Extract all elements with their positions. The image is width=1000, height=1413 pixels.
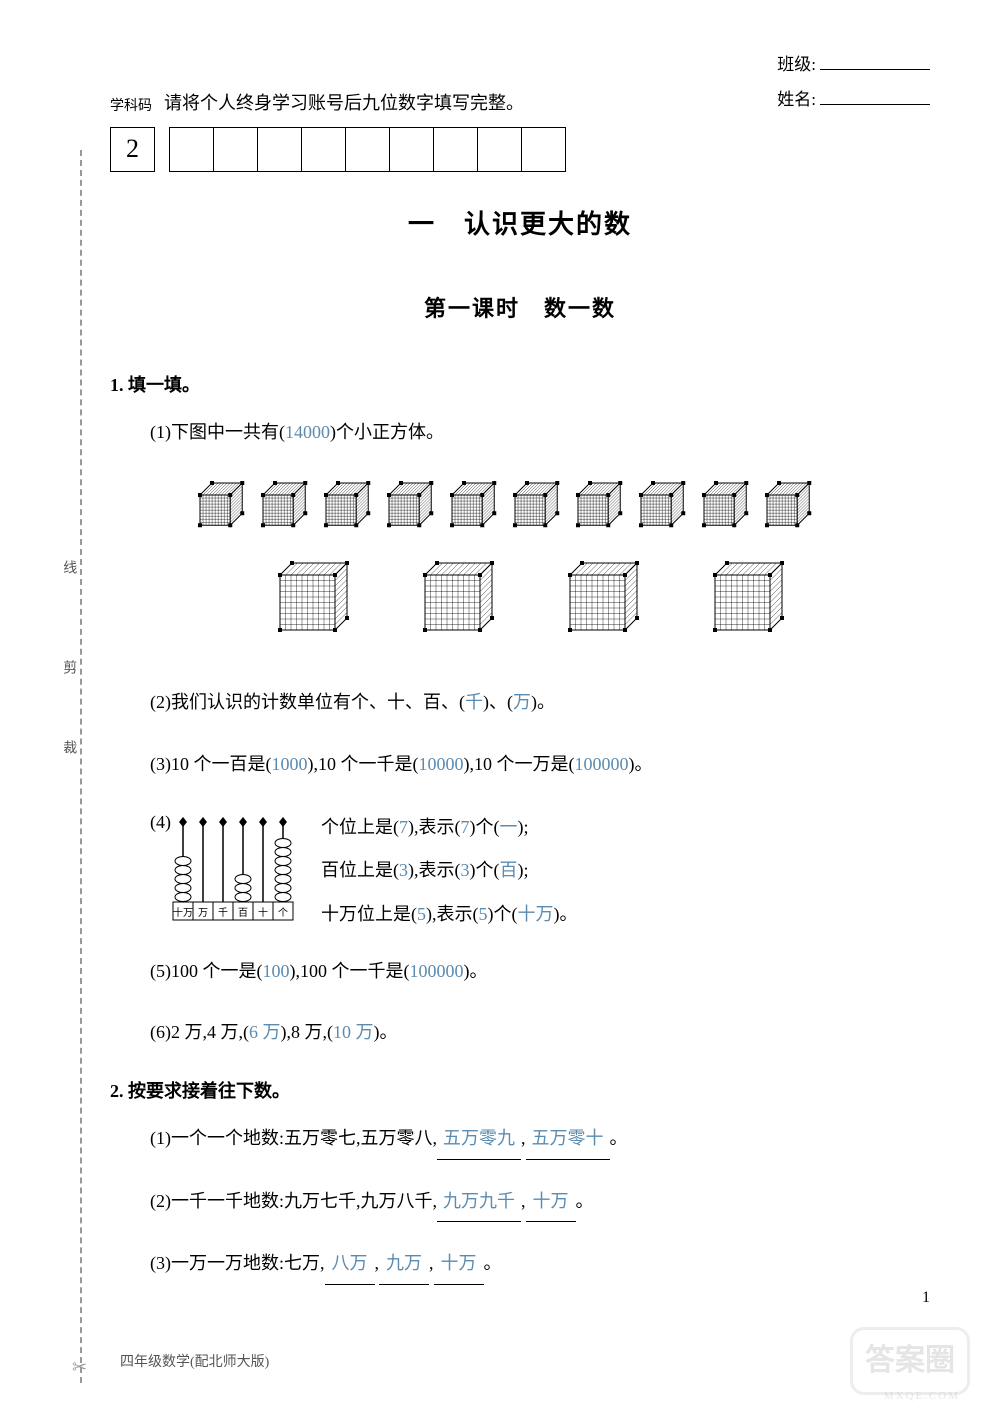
svg-text:十: 十	[258, 906, 268, 919]
watermark: 答案圈	[850, 1327, 970, 1395]
q1-s4: (4) 十万万千百十个 个位上是(7),表示(7)个(一); 百位上是(3),表…	[150, 806, 930, 936]
abacus-diagram: 十万万千百十个	[171, 814, 301, 934]
subject-code-box: 2	[110, 127, 155, 172]
name-input-line[interactable]	[820, 85, 930, 105]
q1-s4-label: (4)	[150, 806, 171, 838]
q1-s5: (5)100 个一是(100),100 个一千是(100000)。	[150, 952, 930, 992]
scissors-icon: ✂	[72, 1351, 87, 1383]
cut-label-3: 裁	[56, 740, 81, 754]
chapter-title: 一 认识更大的数	[110, 202, 930, 249]
q1-s1: (1)下图中一共有(14000)个小正方体。	[150, 413, 930, 453]
digit-box[interactable]	[477, 127, 522, 172]
q1-s2: (2)我们认识的计数单位有个、十、百、(千)、(万)。	[150, 683, 930, 723]
class-label: 班级:	[777, 50, 816, 81]
lesson-title: 第一课时 数一数	[110, 289, 930, 329]
q1-head: 1. 填一填。	[110, 369, 930, 401]
cut-label-2: 剪	[56, 660, 81, 674]
digit-box[interactable]	[345, 127, 390, 172]
digit-box[interactable]	[389, 127, 434, 172]
digit-box[interactable]	[433, 127, 478, 172]
footer-text: 四年级数学(配北师大版)	[120, 1350, 269, 1375]
svg-text:十万: 十万	[173, 906, 193, 919]
account-instruction: 请将个人终身学习账号后九位数字填写完整。	[164, 87, 524, 119]
question-1: 1. 填一填。 (1)下图中一共有(14000)个小正方体。 (2)我们认识的计…	[110, 369, 930, 1053]
q1-s3: (3)10 个一百是(1000),10 个一千是(10000),10 个一万是(…	[150, 745, 930, 785]
digit-box[interactable]	[213, 127, 258, 172]
question-2: 2. 按要求接着往下数。 (1)一个一个地数:五万零七,五万零八,五万零九,五万…	[110, 1075, 930, 1285]
digit-box[interactable]	[169, 127, 214, 172]
q2-s2: (2)一千一千地数:九万七千,九万八千,九万九千,十万。	[150, 1182, 930, 1223]
cut-label-1: 线	[56, 560, 81, 574]
subject-code-label: 学科码	[110, 94, 152, 119]
q1-s1-answer: 14000	[285, 422, 330, 442]
class-input-line[interactable]	[820, 50, 930, 70]
q2-s1: (1)一个一个地数:五万零七,五万零八,五万零九,五万零十。	[150, 1119, 930, 1160]
watermark-url: MXQE.COM	[884, 1387, 960, 1407]
digit-box[interactable]	[301, 127, 346, 172]
svg-text:万: 万	[198, 908, 208, 919]
q2-s3: (3)一万一万地数:七万,八万,九万,十万。	[150, 1244, 930, 1285]
q1-s6: (6)2 万,4 万,(6 万),8 万,(10 万)。	[150, 1013, 930, 1053]
q2-head: 2. 按要求接着往下数。	[110, 1075, 930, 1107]
svg-text:个: 个	[278, 907, 288, 919]
page-number: 1	[922, 1284, 930, 1313]
digit-box[interactable]	[257, 127, 302, 172]
name-label: 姓名:	[777, 85, 816, 116]
svg-text:百: 百	[238, 907, 248, 919]
code-boxes: 2	[110, 127, 930, 172]
cubes-diagram	[190, 475, 930, 665]
cut-line	[80, 150, 82, 1383]
digit-box[interactable]	[521, 127, 566, 172]
svg-text:千: 千	[218, 907, 228, 919]
